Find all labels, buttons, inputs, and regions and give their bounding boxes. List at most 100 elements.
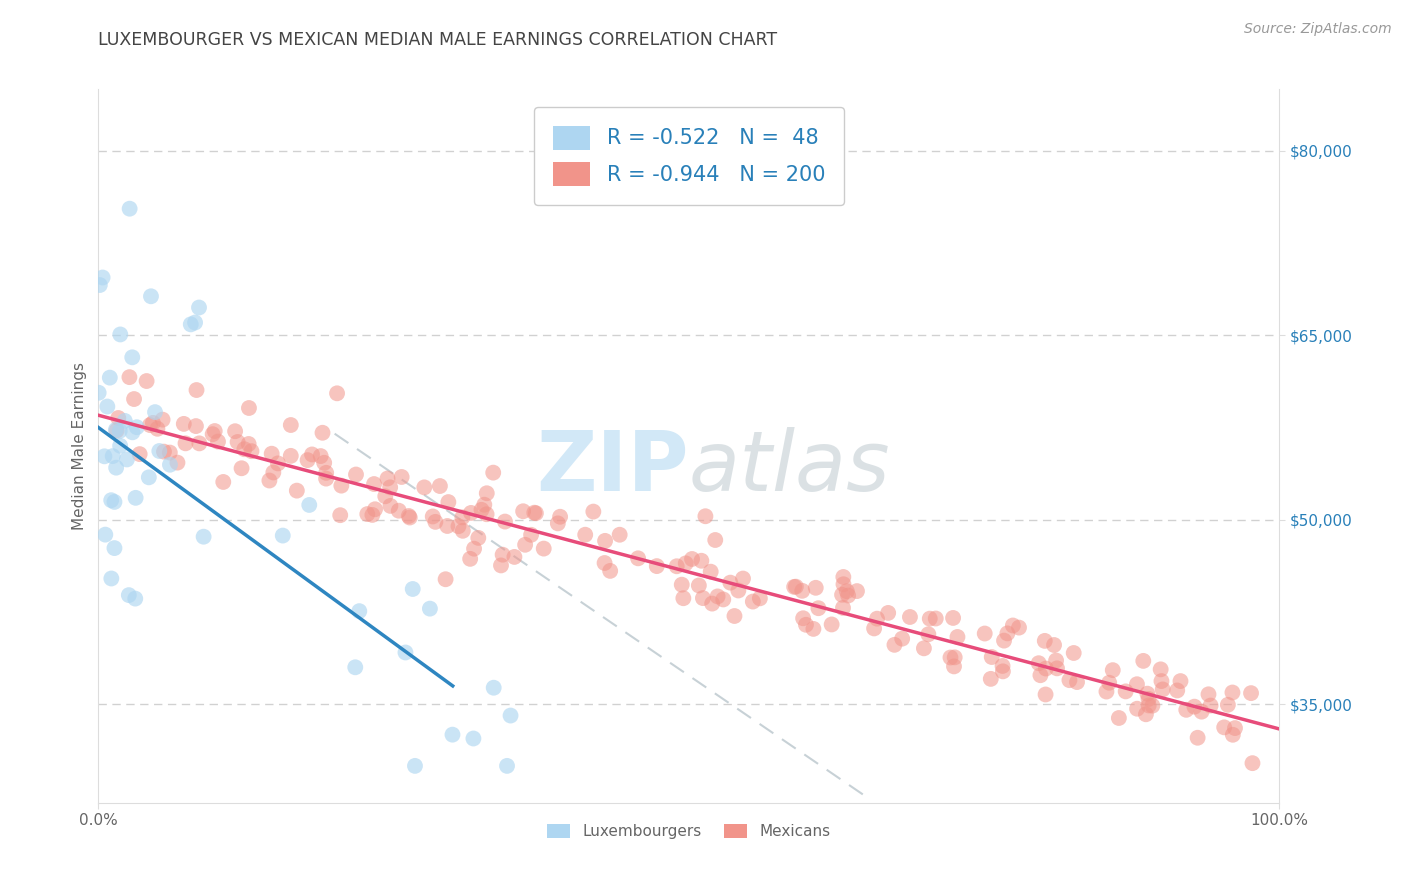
Point [110,327,132,342]
Point [394,645,416,659]
Point [356,507,378,521]
Point [441,728,464,742]
Point [1216,698,1239,712]
Point [1187,731,1209,745]
Point [785,580,807,594]
Point [593,556,616,570]
Point [741,594,763,608]
Point [207,434,229,449]
Point [1137,698,1160,713]
Point [1175,703,1198,717]
Point [419,601,441,615]
Point [524,506,547,520]
Point [115,452,138,467]
Point [1184,699,1206,714]
Point [398,508,420,523]
Point [1222,685,1244,699]
Point [103,495,125,509]
Point [1001,618,1024,632]
Point [458,552,481,566]
Point [105,460,128,475]
Point [1150,662,1173,676]
Point [267,456,290,470]
Point [1126,702,1149,716]
Point [94,527,117,541]
Point [472,498,495,512]
Point [298,498,321,512]
Point [138,470,160,484]
Point [499,708,522,723]
Point [100,572,122,586]
Point [391,470,413,484]
Point [665,559,688,574]
Point [212,475,235,489]
Point [280,449,302,463]
Point [593,533,616,548]
Point [1066,675,1088,690]
Point [688,578,710,592]
Point [699,565,721,579]
Point [271,528,294,542]
Point [489,558,512,573]
Point [807,601,830,615]
Point [1035,688,1057,702]
Point [326,386,349,401]
Point [451,510,474,524]
Point [1222,728,1244,742]
Point [491,548,513,562]
Point [1115,684,1137,698]
Point [1152,682,1174,697]
Point [1033,633,1056,648]
Point [118,370,141,384]
Point [380,499,402,513]
Point [866,612,889,626]
Point [582,505,605,519]
Point [153,444,176,458]
Point [837,589,859,603]
Point [846,584,869,599]
Point [103,541,125,555]
Point [101,449,124,463]
Point [1170,674,1192,689]
Point [1126,677,1149,691]
Point [980,672,1002,686]
Point [671,577,693,591]
Point [832,600,855,615]
Point [364,502,387,516]
Point [142,416,165,430]
Point [475,486,498,500]
Point [943,650,966,665]
Point [262,466,284,480]
Point [361,508,384,522]
Point [344,467,367,482]
Point [100,493,122,508]
Point [748,591,770,606]
Point [152,412,174,426]
Point [718,575,741,590]
Point [1191,705,1213,719]
Point [363,477,385,491]
Point [114,414,136,428]
Point [260,447,283,461]
Point [146,422,169,436]
Point [463,541,485,556]
Point [1008,621,1031,635]
Point [692,591,714,606]
Text: LUXEMBOURGER VS MEXICAN MEDIAN MALE EARNINGS CORRELATION CHART: LUXEMBOURGER VS MEXICAN MEDIAN MALE EARN… [98,31,778,49]
Point [548,509,571,524]
Point [599,564,621,578]
Point [494,515,516,529]
Point [184,316,207,330]
Point [143,405,166,419]
Point [349,604,371,618]
Point [898,610,921,624]
Point [883,638,905,652]
Point [297,453,319,467]
Point [690,554,713,568]
Point [240,444,263,458]
Point [574,527,596,541]
Point [891,632,914,646]
Point [329,508,352,523]
Point [503,549,526,564]
Point [374,489,396,503]
